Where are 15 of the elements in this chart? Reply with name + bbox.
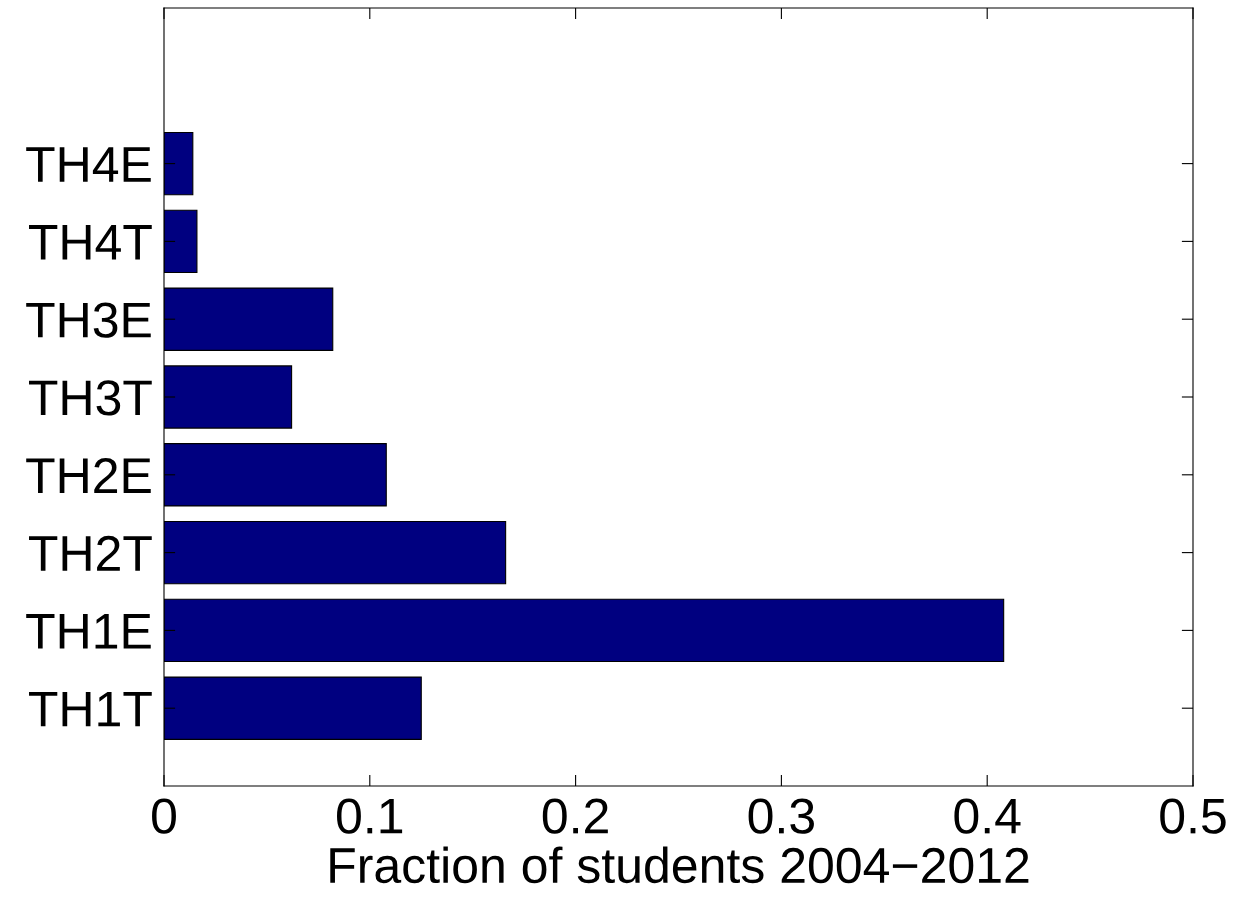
x-tick-label: 0.3 <box>748 798 814 834</box>
y-tick-label: TH2E <box>26 458 151 493</box>
y-tick-label: TH2T <box>29 535 152 571</box>
y-tick-label: TH1T <box>29 691 152 727</box>
x-tick-label: 0 <box>152 798 176 834</box>
y-tick-label: TH4T <box>29 225 152 260</box>
y-tick-label: TH3T <box>29 380 152 416</box>
y-tick-label: TH1E <box>26 614 151 649</box>
x-tick-label: 0.2 <box>542 798 608 834</box>
x-tick-label: 0.4 <box>954 798 1021 834</box>
x-tick-label: 0.1 <box>337 798 403 834</box>
x-tick-label: 0.5 <box>1160 798 1226 834</box>
y-tick-label: TH4E <box>26 147 151 182</box>
x-axis-title: Fraction of students 2004−2012 <box>330 846 1029 884</box>
y-tick-label: TH3E <box>26 302 151 338</box>
